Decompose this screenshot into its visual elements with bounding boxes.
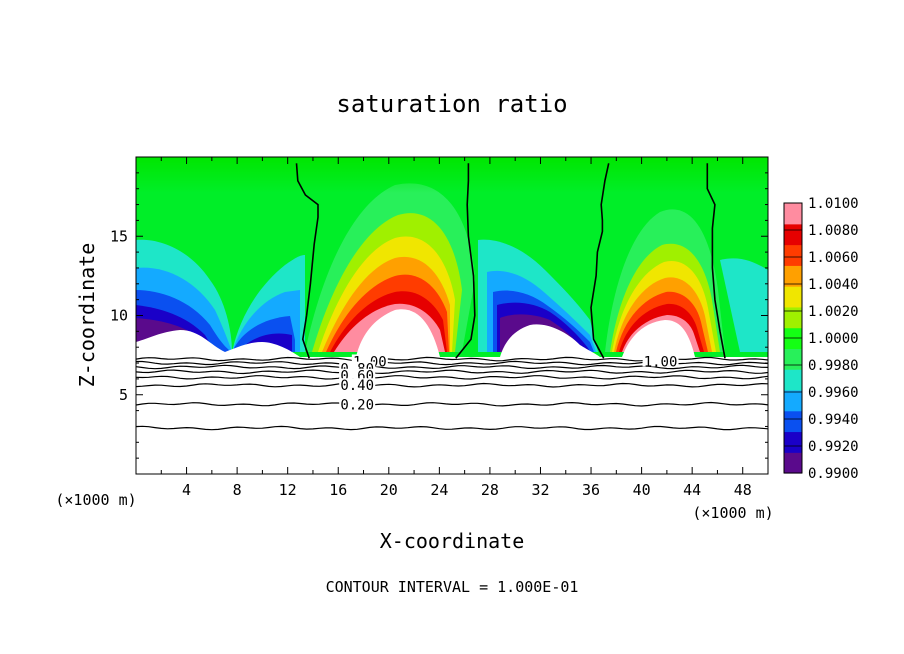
contour-labels: 1.000.800.600.400.201.00 (339, 354, 679, 413)
colorbar-label: 1.0040 (808, 277, 859, 293)
colorbar-swatch (784, 306, 802, 329)
contour-line (136, 382, 768, 388)
contour-line-1.00 (295, 163, 319, 359)
x-tick-label: 20 (380, 481, 398, 499)
y-axis-label: Z-coordinate (75, 243, 99, 388)
colorbar-swatch (784, 286, 802, 308)
x-tick-label: 4 (182, 481, 191, 499)
contour-line-1.00 (590, 163, 610, 359)
contour-line (136, 425, 768, 431)
contour-label: 0.40 (340, 378, 374, 394)
x-tick-label: 8 (233, 481, 242, 499)
contour-label-bg (339, 368, 376, 381)
saturation-field: 1.000.800.600.400.201.00 (136, 157, 768, 474)
colorbar-swatch (784, 410, 802, 433)
colorbar-label: 1.0000 (808, 331, 859, 347)
x-axis-ticks: 4 8 12 16 20 24 28 32 36 40 44 48 (160, 157, 752, 499)
colorbar-label: 1.0020 (808, 304, 859, 320)
colorbar: 0.9900 0.9920 0.9940 0.9960 0.9980 1.0000 1.00… (783, 196, 859, 482)
x-tick-label: 48 (734, 481, 752, 499)
x-tick-label: 36 (582, 481, 600, 499)
x-tick-label: 28 (481, 481, 499, 499)
x-tick-label: 24 (430, 481, 448, 499)
contour-label-bg (642, 354, 679, 367)
contour-label: 0.20 (340, 397, 374, 413)
colorbar-label: 0.9920 (808, 439, 859, 455)
colorbar-swatch (784, 244, 802, 266)
colorbar-label: 0.9980 (808, 358, 859, 374)
x-tick-label: 44 (683, 481, 701, 499)
colorbar-swatch (784, 452, 802, 474)
x-tick-label: 16 (329, 481, 347, 499)
y-tick-label: 10 (110, 307, 128, 325)
contour-line-1.00 (706, 163, 726, 359)
contour-line (136, 364, 768, 370)
colorbar-label: 1.0100 (808, 196, 859, 212)
colorbar-label: 1.0060 (808, 250, 859, 266)
x-tick-label: 40 (633, 481, 651, 499)
x-unit-label-right: (×1000 m) (692, 504, 773, 522)
y-tick-label: 5 (119, 386, 128, 404)
colorbar-swatch (784, 389, 802, 412)
colorbar-swatch (784, 369, 802, 391)
x-tick-label: 32 (531, 481, 549, 499)
contour-label-bg (339, 397, 376, 410)
contour-line (136, 369, 768, 375)
contour-line-1.00 (455, 163, 476, 359)
contour-line (136, 375, 768, 380)
colorbar-label: 0.9960 (808, 385, 859, 401)
colorbar-swatch (784, 265, 802, 287)
colorbar-label: 1.0080 (808, 223, 859, 239)
colorbar-swatch (784, 431, 802, 453)
colorbar-swatch (784, 203, 802, 225)
colorbar-label: 0.9940 (808, 412, 859, 428)
contour-label-bg (339, 378, 376, 391)
contour-label: 1.00 (644, 354, 678, 370)
y-tick-label: 15 (110, 227, 128, 245)
contour-interval-footer: CONTOUR INTERVAL = 1.000E-01 (326, 578, 579, 596)
y-axis-ticks: 5 10 15 (110, 172, 768, 459)
colorbar-label: 0.9900 (808, 466, 859, 482)
contour-line (136, 401, 768, 407)
x-unit-label-left: (×1000 m) (55, 491, 136, 509)
subsaturated-white-zone (136, 309, 768, 474)
colorbar-swatch (784, 348, 802, 370)
x-axis-label: X-coordinate (380, 529, 525, 553)
chart-title: saturation ratio (336, 90, 567, 118)
colorbar-swatch (784, 223, 802, 246)
x-tick-label: 12 (279, 481, 297, 499)
